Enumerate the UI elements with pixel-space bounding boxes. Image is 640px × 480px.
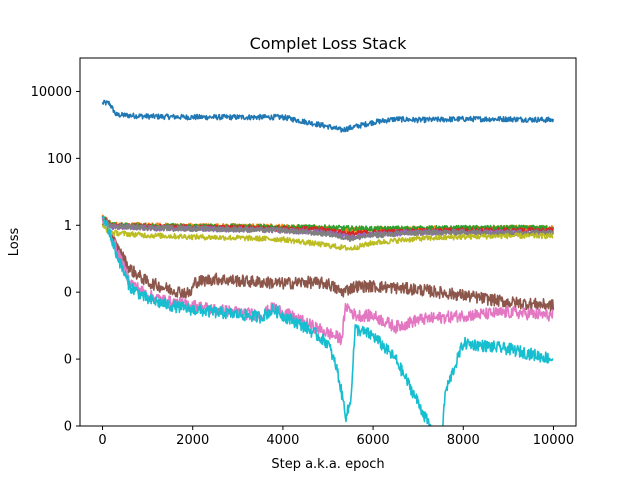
y-tick-label: 100 <box>47 152 72 167</box>
x-axis-label: Step a.k.a. epoch <box>271 457 384 472</box>
y-tick-label: 0 <box>64 353 72 368</box>
x-tick-label: 10000 <box>533 433 574 448</box>
y-tick-label: 1 <box>64 219 72 234</box>
x-tick-label: 0 <box>98 433 106 448</box>
x-tick-label: 2000 <box>176 433 209 448</box>
plot-frame <box>79 57 577 427</box>
chart-title: Complet Loss Stack <box>250 34 408 53</box>
x-tick-label: 6000 <box>357 433 390 448</box>
series-line-8 <box>101 218 554 242</box>
y-tick-label: 0 <box>64 286 72 301</box>
series-group <box>101 99 555 426</box>
y-tick-label: 0 <box>64 420 72 435</box>
series-line-1 <box>101 99 555 133</box>
series-line-10 <box>101 215 554 426</box>
series-line-9 <box>101 224 554 251</box>
series-line-6 <box>101 216 555 312</box>
x-tick-label: 8000 <box>447 433 480 448</box>
x-tick-label: 4000 <box>266 433 299 448</box>
y-axis-label: Loss <box>7 228 22 257</box>
x-axis: 0 2000 4000 6000 8000 10000 <box>98 426 574 448</box>
y-tick-label: 10000 <box>31 85 72 100</box>
